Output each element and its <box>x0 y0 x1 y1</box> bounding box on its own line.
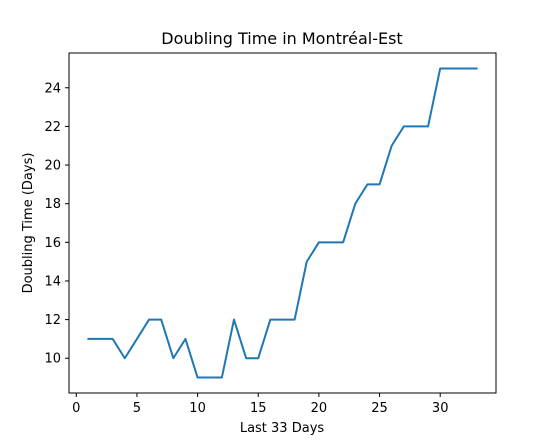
x-axis-label: Last 33 Days <box>240 421 325 436</box>
series-line-0 <box>88 68 476 377</box>
x-tick-label: 10 <box>189 401 206 416</box>
y-axis-label: Doubling Time (Days) <box>21 153 36 294</box>
y-tick-label: 20 <box>44 159 61 174</box>
y-tick-label: 18 <box>44 197 61 212</box>
y-tick-label: 10 <box>44 352 61 367</box>
x-tick-label: 0 <box>72 401 80 416</box>
y-tick-label: 22 <box>44 120 61 135</box>
x-tick-label: 15 <box>250 401 267 416</box>
chart-title: Doubling Time in Montréal-Est <box>161 29 402 48</box>
x-tick-label: 20 <box>311 401 328 416</box>
y-tick-label: 24 <box>44 81 61 96</box>
y-tick-label: 12 <box>44 313 61 328</box>
x-tick-label: 5 <box>133 401 141 416</box>
x-tick-label: 30 <box>432 401 449 416</box>
x-tick-label: 25 <box>371 401 388 416</box>
y-tick-label: 16 <box>44 236 61 251</box>
plot-area: 0 5 10 15 20 25 30 10 12 14 16 18 20 22 24 <box>44 53 496 416</box>
y-tick-label: 14 <box>44 274 61 289</box>
